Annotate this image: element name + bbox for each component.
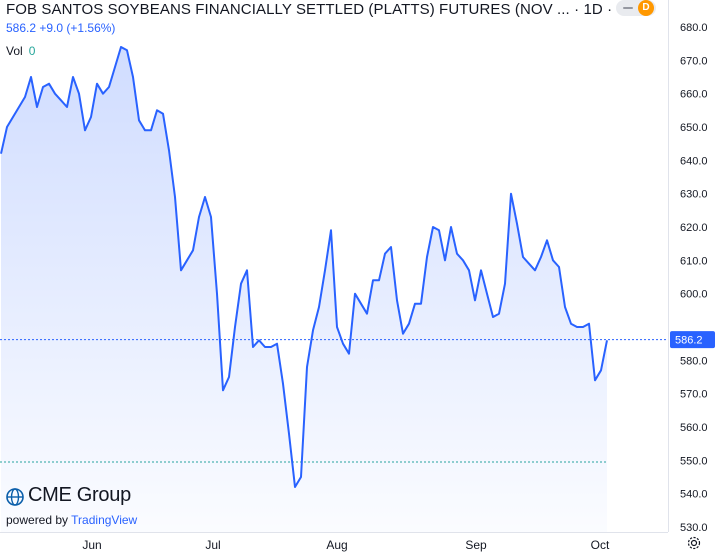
x-tick-label: Sep	[465, 538, 487, 552]
y-tick-label: 550.0	[680, 455, 708, 467]
price-area	[1, 47, 607, 532]
volume-label: Vol	[6, 44, 23, 58]
y-tick-label: 630.0	[680, 189, 708, 201]
last-price-text: 586.2	[675, 335, 703, 347]
delayed-badge: D	[638, 0, 654, 16]
powered-prefix: powered by	[6, 513, 69, 527]
x-tick-label: Jul	[205, 538, 220, 552]
y-axis: 530.0 540.0 550.0 560.0 570.0 580.0 600.0 610.0…	[680, 22, 708, 534]
x-tick-label: Oct	[591, 538, 610, 552]
cme-globe-icon	[6, 488, 24, 506]
minus-icon	[623, 7, 633, 9]
y-tick-label: 680.0	[680, 22, 708, 34]
y-tick-label: 580.0	[680, 355, 708, 367]
y-tick-label: 650.0	[680, 122, 708, 134]
price-line	[0, 46, 608, 488]
y-tick-label: 530.0	[680, 522, 708, 534]
y-tick-label: 540.0	[680, 489, 708, 501]
y-tick-label: 610.0	[680, 255, 708, 267]
powered-by[interactable]: powered by TradingView	[6, 513, 137, 527]
delay-toggle[interactable]: D	[616, 0, 656, 16]
symbol-title[interactable]: FOB SANTOS SOYBEANS FINANCIALLY SETTLED …	[6, 1, 651, 18]
x-tick-label: Aug	[326, 538, 347, 552]
gear-icon[interactable]	[686, 535, 702, 551]
last-price-label: 586.2	[670, 331, 715, 349]
quote-readout: 586.2 +9.0 (+1.56%)	[6, 21, 116, 35]
y-tick-label: 620.0	[680, 222, 708, 234]
y-tick-label: 570.0	[680, 389, 708, 401]
x-axis: Jun Jul Aug Sep Oct	[82, 538, 610, 552]
tradingview-name: TradingView	[71, 513, 138, 527]
y-tick-label: 670.0	[680, 55, 708, 67]
cme-brand: CME Group	[28, 484, 131, 506]
y-tick-label: 640.0	[680, 155, 708, 167]
volume-value: 0	[28, 44, 36, 58]
y-tick-label: 600.0	[680, 289, 708, 301]
volume-readout: Vol 0	[6, 44, 35, 58]
y-tick-label: 560.0	[680, 422, 708, 434]
x-tick-label: Jun	[82, 538, 101, 552]
y-tick-label: 660.0	[680, 89, 708, 101]
